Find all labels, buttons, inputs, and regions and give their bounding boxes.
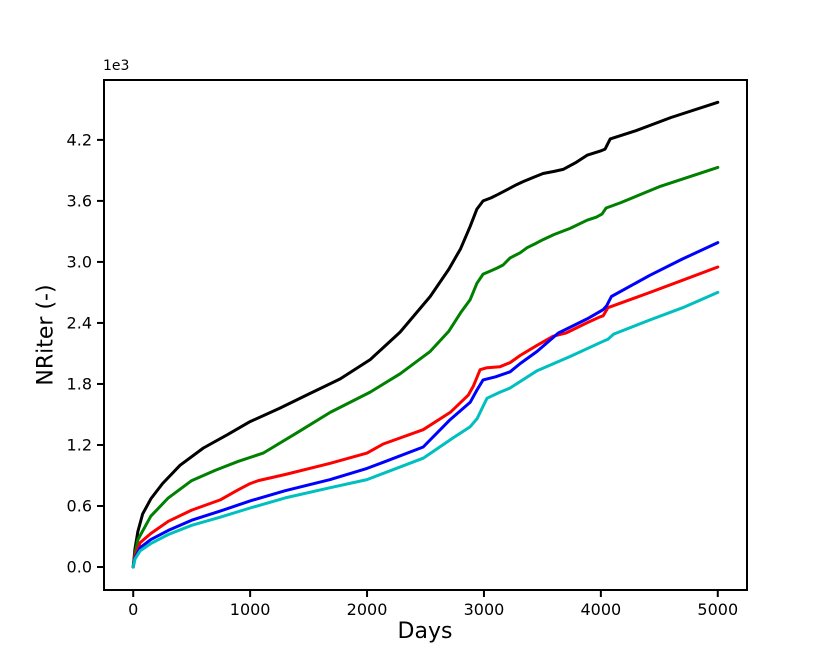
axes-spines: [103, 79, 748, 591]
series-line-black: [131, 100, 720, 569]
y-tick-label: 0.6: [67, 497, 92, 516]
x-tick-label: 0: [128, 600, 138, 619]
y-tick-label: 1.8: [67, 374, 92, 393]
y-tick-label: 0.0: [67, 558, 92, 577]
x-axis-label: Days: [397, 619, 453, 644]
series-line-red: [131, 265, 720, 569]
series-line-blue: [131, 241, 720, 569]
y-tick-label: 4.2: [67, 130, 92, 149]
x-tick-label: 5000: [697, 600, 738, 619]
y-tick-label: 3.0: [67, 252, 92, 271]
y-axis-label: NRiter (-): [33, 284, 59, 386]
x-tick-label: 3000: [464, 600, 505, 619]
y-axis-offset-label: 1e3: [103, 58, 130, 74]
y-tick-label: 2.4: [67, 313, 92, 332]
y-tick-label: 1.2: [67, 435, 92, 454]
series-line-cyan: [131, 290, 720, 569]
x-tick-label: 2000: [347, 600, 388, 619]
x-tick-label: 1000: [230, 600, 271, 619]
x-tick-label: 4000: [581, 600, 622, 619]
y-tick-label: 3.6: [67, 191, 92, 210]
series-line-green: [131, 165, 720, 569]
